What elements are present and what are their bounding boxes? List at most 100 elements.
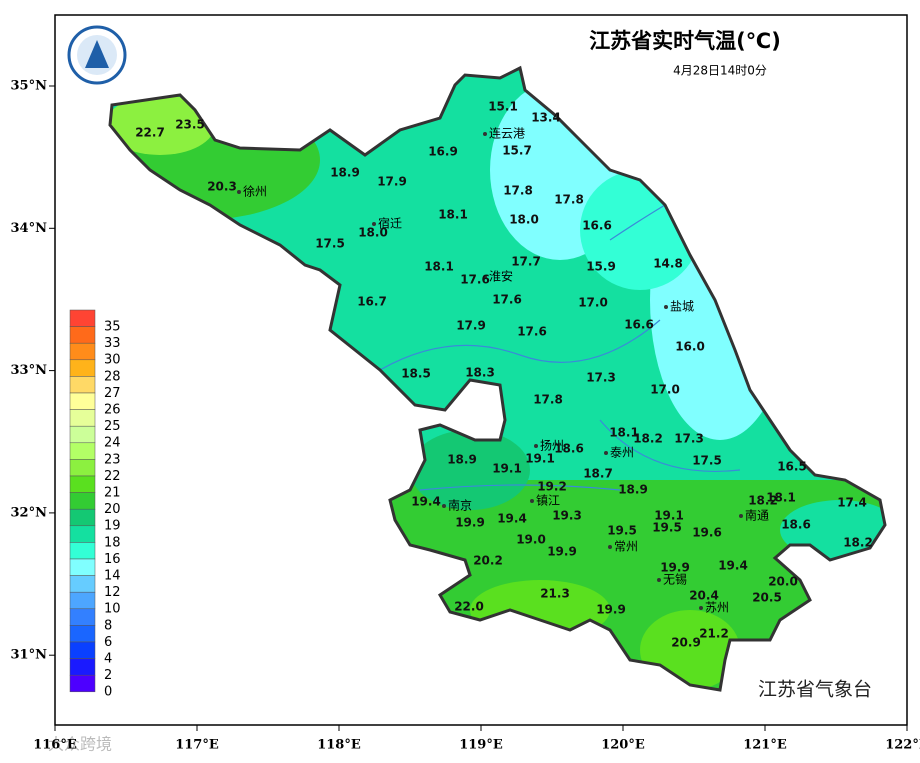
x-tick-label: 120°E	[601, 738, 645, 753]
city-name: 苏州	[705, 601, 729, 615]
station-temperature: 19.0	[516, 533, 546, 547]
agency: 江苏省气象台	[758, 679, 872, 701]
legend-swatch	[69, 425, 96, 444]
station-temperature: 19.1	[525, 452, 555, 466]
legend-swatch	[69, 492, 96, 510]
city-name: 无锡	[663, 572, 687, 587]
station-temperature: 19.6	[692, 526, 722, 540]
station-temperature: 18.1	[766, 491, 796, 505]
y-tick-label: 33°N	[11, 363, 48, 378]
station-temperature: 20.3	[207, 180, 237, 194]
station-temperature: 17.6	[517, 325, 547, 339]
legend-label: 26	[104, 403, 121, 418]
station-temperature: 17.9	[456, 319, 486, 333]
legend-label: 14	[104, 569, 121, 584]
city-dot	[530, 499, 534, 503]
legend-swatch	[69, 508, 96, 527]
station-temperature: 15.1	[488, 100, 518, 114]
legend-label: 23	[104, 452, 121, 467]
station-temperature: 20.0	[768, 575, 798, 589]
legend-label: 28	[104, 369, 121, 384]
station-temperature: 19.3	[552, 509, 582, 523]
legend-swatch	[69, 542, 96, 560]
station-temperature: 19.2	[537, 480, 567, 494]
city-name: 镇江	[536, 494, 560, 508]
station-temperature: 17.8	[533, 393, 563, 407]
legend-swatch	[69, 475, 96, 493]
legend-swatch	[69, 625, 96, 643]
watermark: 大众跨境	[48, 735, 112, 754]
station-temperature: 17.4	[837, 496, 867, 510]
station-temperature: 17.7	[511, 255, 541, 269]
legend-label: 2	[104, 668, 112, 683]
city-name: 连云港	[489, 126, 525, 141]
station-temperature: 19.9	[660, 561, 690, 575]
station-temperature: 19.9	[547, 545, 577, 559]
legend-label: 12	[104, 585, 121, 600]
station-temperature: 13.4	[531, 111, 561, 125]
city-name: 常州	[614, 540, 638, 554]
legend-label: 8	[104, 618, 112, 633]
legend-label: 0	[104, 685, 112, 700]
city-name: 南通	[745, 508, 769, 523]
legend-swatch	[69, 608, 96, 626]
legend-label: 20	[104, 502, 121, 517]
legend-swatch	[69, 641, 96, 659]
city-name: 盐城	[670, 300, 694, 314]
station-temperature: 20.2	[473, 554, 503, 568]
city-dot	[608, 545, 612, 549]
legend-label: 19	[104, 519, 121, 534]
legend-swatch	[69, 376, 96, 394]
city-name: 徐州	[243, 184, 267, 199]
y-tick-label: 35°N	[11, 79, 48, 94]
city-dot	[664, 305, 668, 309]
legend-swatch	[69, 575, 96, 593]
station-temperature: 16.6	[624, 318, 654, 332]
city-name: 泰州	[610, 446, 634, 460]
legend-swatch	[69, 309, 96, 327]
station-temperature: 16.7	[357, 295, 387, 309]
station-temperature: 18.1	[424, 260, 454, 274]
station-temperature: 18.6	[554, 442, 584, 456]
station-temperature: 18.5	[401, 367, 431, 381]
legend-swatch	[69, 459, 96, 477]
legend-swatch	[69, 442, 96, 460]
legend-label: 30	[104, 353, 121, 368]
station-temperature: 17.0	[650, 383, 680, 397]
station-temperature: 22.0	[454, 600, 484, 614]
city-name: 南京	[448, 498, 472, 513]
x-tick-label: 122°E	[885, 738, 920, 753]
y-tick-label: 31°N	[11, 648, 48, 663]
station-temperature: 18.2	[633, 432, 663, 446]
station-temperature: 18.0	[358, 226, 388, 240]
x-tick-label: 117°E	[175, 738, 219, 753]
station-temperature: 17.3	[674, 432, 704, 446]
station-temperature: 18.1	[438, 208, 468, 222]
city-name: 淮安	[489, 269, 513, 284]
station-temperature: 21.3	[540, 587, 570, 601]
city-dot	[739, 514, 743, 518]
station-temperature: 21.2	[699, 627, 729, 641]
station-temperature: 17.3	[586, 371, 616, 385]
station-temperature: 17.9	[377, 175, 407, 189]
station-temperature: 19.5	[652, 521, 682, 535]
legend-swatch	[69, 326, 96, 344]
station-temperature: 17.5	[692, 454, 722, 468]
city-dot	[657, 578, 661, 582]
station-temperature: 16.6	[582, 219, 612, 233]
station-temperature: 20.4	[689, 589, 719, 603]
legend-swatch	[69, 392, 96, 410]
station-temperature: 18.3	[465, 366, 495, 380]
legend-swatch	[69, 558, 96, 576]
station-temperature: 18.9	[618, 483, 648, 497]
station-temperature: 19.1	[654, 509, 684, 523]
y-tick-label: 34°N	[11, 221, 48, 236]
station-temperature: 19.4	[497, 512, 527, 526]
y-tick-label: 32°N	[11, 505, 48, 520]
legend-label: 27	[104, 386, 121, 401]
station-temperature: 19.9	[596, 603, 626, 617]
city-dot	[442, 504, 446, 508]
station-temperature: 18.1	[609, 426, 639, 440]
city-dot	[483, 275, 487, 279]
